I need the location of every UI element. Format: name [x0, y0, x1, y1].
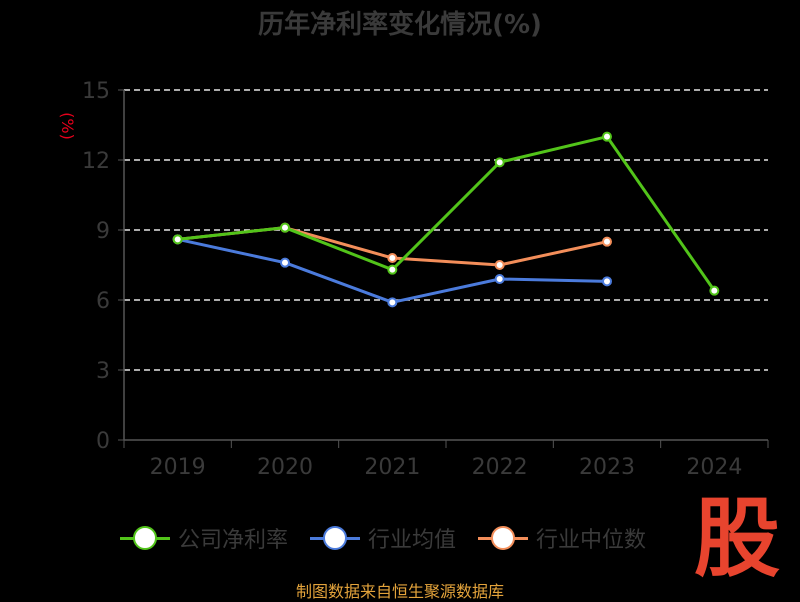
y-tick-labels: 0 3 6 9 12 15 — [82, 79, 110, 454]
y-tick-label: 15 — [82, 79, 110, 104]
data-point[interactable] — [602, 131, 612, 142]
data-point[interactable] — [602, 276, 612, 287]
legend-item-industry-avg[interactable]: 行业均值 — [310, 522, 456, 554]
series-0 — [172, 131, 720, 296]
data-point[interactable] — [494, 157, 505, 168]
legend-label: 行业中位数 — [536, 528, 647, 553]
y-tick-label: 12 — [82, 149, 110, 174]
data-point[interactable] — [494, 274, 505, 284]
data-point[interactable] — [387, 264, 398, 275]
x-tick-labels: 2019 2020 2021 2022 2023 2024 — [150, 455, 743, 480]
x-tick-label: 2022 — [472, 455, 528, 480]
data-point[interactable] — [280, 222, 290, 233]
legend-swatch — [478, 526, 529, 550]
legend-label: 公司净利率 — [178, 528, 289, 553]
axes — [118, 89, 769, 448]
grid-lines — [124, 89, 768, 371]
legend-item-company[interactable]: 公司净利率 — [120, 522, 288, 554]
legend-swatch — [120, 526, 170, 550]
x-tick-label: 2019 — [150, 455, 206, 480]
x-tick-label: 2024 — [686, 455, 742, 480]
data-point[interactable] — [387, 297, 398, 308]
y-tick-label: 0 — [96, 429, 110, 454]
y-axis-label: (%) — [58, 112, 77, 140]
data-point[interactable] — [280, 257, 290, 268]
x-tick-label: 2020 — [257, 455, 313, 480]
data-point[interactable] — [494, 260, 505, 270]
x-tick-label: 2023 — [579, 455, 635, 480]
y-tick-label: 6 — [96, 289, 110, 314]
legend-label: 行业均值 — [368, 528, 457, 553]
data-point[interactable] — [602, 236, 612, 247]
data-point[interactable] — [172, 234, 183, 245]
legend-swatch — [310, 526, 361, 550]
y-tick-label: 9 — [96, 219, 110, 244]
series-line — [177, 135, 716, 292]
logo: 股 — [694, 489, 780, 589]
chart-title: 历年净利率变化情况(%) — [258, 10, 542, 40]
legend-item-industry-median[interactable]: 行业中位数 — [478, 522, 646, 554]
series-lines — [172, 131, 720, 308]
data-point[interactable] — [709, 285, 720, 296]
source-note: 制图数据来自恒生聚源数据库 — [295, 582, 504, 601]
data-point[interactable] — [387, 253, 398, 263]
y-tick-label: 3 — [96, 359, 110, 384]
legend: 公司净利率 行业均值 行业中位数 — [120, 518, 668, 558]
x-tick-label: 2021 — [364, 455, 420, 480]
